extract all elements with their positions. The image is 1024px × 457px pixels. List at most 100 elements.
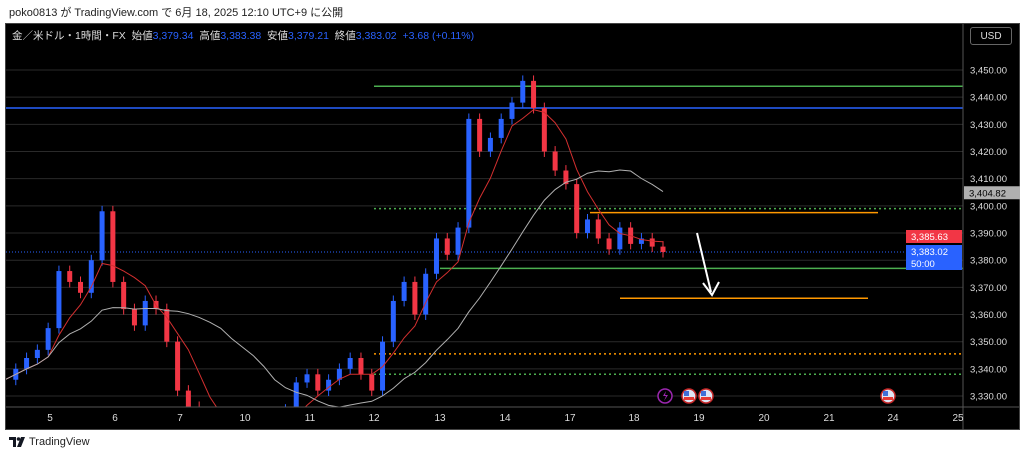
candle-body bbox=[455, 227, 461, 255]
high-label: 高値 bbox=[199, 30, 221, 42]
flag-stripes bbox=[684, 397, 694, 400]
x-tick-label: 5 bbox=[47, 413, 53, 424]
candle-body bbox=[487, 137, 493, 152]
down-arrow-head bbox=[702, 281, 720, 297]
y-tick-label: 3,400.00 bbox=[970, 201, 1007, 212]
candle-body bbox=[638, 238, 644, 244]
y-tick-label: 3,350.00 bbox=[970, 337, 1007, 348]
candle-body bbox=[584, 219, 590, 234]
y-tick-label: 3,390.00 bbox=[970, 229, 1007, 240]
down-arrow-drawing bbox=[696, 232, 712, 293]
x-tick-label: 24 bbox=[887, 413, 899, 424]
candle-body bbox=[563, 170, 569, 185]
candle-body bbox=[196, 406, 202, 407]
currency-button[interactable]: USD bbox=[970, 27, 1012, 45]
x-tick-label: 19 bbox=[693, 413, 705, 424]
price-label: 3,385.63 bbox=[911, 232, 948, 243]
x-tick-label: 13 bbox=[434, 413, 446, 424]
x-tick-label: 12 bbox=[368, 413, 380, 424]
candle-body bbox=[336, 368, 342, 380]
candle-body bbox=[283, 410, 288, 424]
x-tick-label: 25 bbox=[952, 413, 964, 424]
symbol-legend: 金／米ドル・1時間・FX 始値3,379.34 高値3,383.38 安値3,3… bbox=[12, 28, 474, 43]
candle-body bbox=[24, 358, 30, 369]
price-label-bg bbox=[906, 245, 962, 270]
candle-body bbox=[595, 219, 601, 239]
candle-body bbox=[45, 328, 51, 350]
open-label: 始値 bbox=[131, 30, 153, 42]
candle-body bbox=[326, 379, 332, 391]
plot-area bbox=[6, 69, 963, 437]
low-label: 安値 bbox=[267, 30, 289, 42]
candle-body bbox=[444, 238, 450, 255]
candle-body bbox=[110, 211, 116, 282]
price-label-bg bbox=[906, 230, 962, 243]
candle-body bbox=[347, 358, 353, 369]
candle-body bbox=[131, 309, 137, 326]
candle-body bbox=[251, 418, 256, 429]
countdown-label: 50:00 bbox=[911, 259, 935, 270]
x-tick-label: 6 bbox=[112, 413, 118, 424]
candle-body bbox=[660, 246, 666, 253]
candle-body bbox=[606, 238, 612, 250]
candle-body bbox=[99, 211, 105, 261]
candle-body bbox=[175, 341, 181, 391]
candle-body bbox=[121, 281, 127, 310]
x-tick-label: 14 bbox=[499, 413, 511, 424]
candle-body bbox=[56, 271, 62, 329]
tv-logo-icon bbox=[9, 437, 25, 447]
y-tick-label: 3,410.00 bbox=[970, 174, 1007, 185]
symbol-name: 金／米ドル・1時間・FX bbox=[12, 30, 126, 42]
candle-body bbox=[207, 418, 212, 429]
candle-body bbox=[477, 118, 483, 152]
candle-body bbox=[78, 281, 84, 293]
candle-body bbox=[401, 281, 407, 301]
y-tick-label: 3,420.00 bbox=[970, 147, 1007, 158]
candle-body bbox=[649, 238, 655, 247]
x-tick-label: 11 bbox=[305, 413, 316, 424]
y-tick-label: 3,440.00 bbox=[970, 93, 1007, 104]
candle-body bbox=[272, 423, 277, 437]
candle-body bbox=[574, 184, 580, 234]
candle-body bbox=[498, 118, 504, 138]
flag-canton bbox=[701, 391, 706, 396]
flag-canton bbox=[684, 391, 689, 396]
candle-body bbox=[552, 151, 558, 171]
tradingview-logo[interactable]: TradingView bbox=[9, 436, 90, 448]
candle-body bbox=[304, 374, 310, 383]
lightning-glyph bbox=[663, 391, 668, 401]
candle-body bbox=[466, 118, 472, 228]
candle-body bbox=[185, 390, 191, 407]
flag-stripes bbox=[883, 397, 893, 400]
low-value: 3,379.21 bbox=[288, 30, 329, 42]
y-tick-label: 3,340.00 bbox=[970, 364, 1007, 375]
candle-body bbox=[229, 423, 234, 434]
y-tick-label: 3,360.00 bbox=[970, 310, 1007, 321]
price-label-bg bbox=[964, 186, 1020, 200]
publish-info: poko0813 が TradingView.com で 6月 18, 2025… bbox=[9, 7, 344, 19]
change-value: +3.68 (+0.11%) bbox=[402, 30, 475, 42]
candle-body bbox=[218, 423, 223, 428]
x-tick-label: 20 bbox=[758, 413, 770, 424]
candle-body bbox=[88, 260, 94, 293]
candle-body bbox=[315, 374, 321, 391]
y-tick-label: 3,380.00 bbox=[970, 256, 1007, 267]
close-value: 3,383.02 bbox=[355, 30, 397, 42]
candle-body bbox=[423, 273, 429, 315]
price-label: 3,404.82 bbox=[969, 188, 1006, 199]
candle-body bbox=[390, 300, 396, 342]
candle-body bbox=[164, 309, 170, 342]
chart-frame[interactable] bbox=[5, 23, 1020, 430]
price-label: 3,383.02 bbox=[911, 247, 948, 258]
close-label: 終値 bbox=[334, 30, 356, 42]
flag-canton bbox=[883, 391, 888, 396]
candle-body bbox=[261, 429, 266, 437]
candle-body bbox=[358, 358, 364, 375]
flag-stripes bbox=[701, 397, 711, 400]
candle-body bbox=[531, 80, 537, 109]
ma-slow-line bbox=[6, 169, 664, 407]
x-tick-label: 7 bbox=[177, 413, 183, 424]
x-tick-label: 18 bbox=[628, 413, 640, 424]
candle-body bbox=[412, 281, 418, 315]
